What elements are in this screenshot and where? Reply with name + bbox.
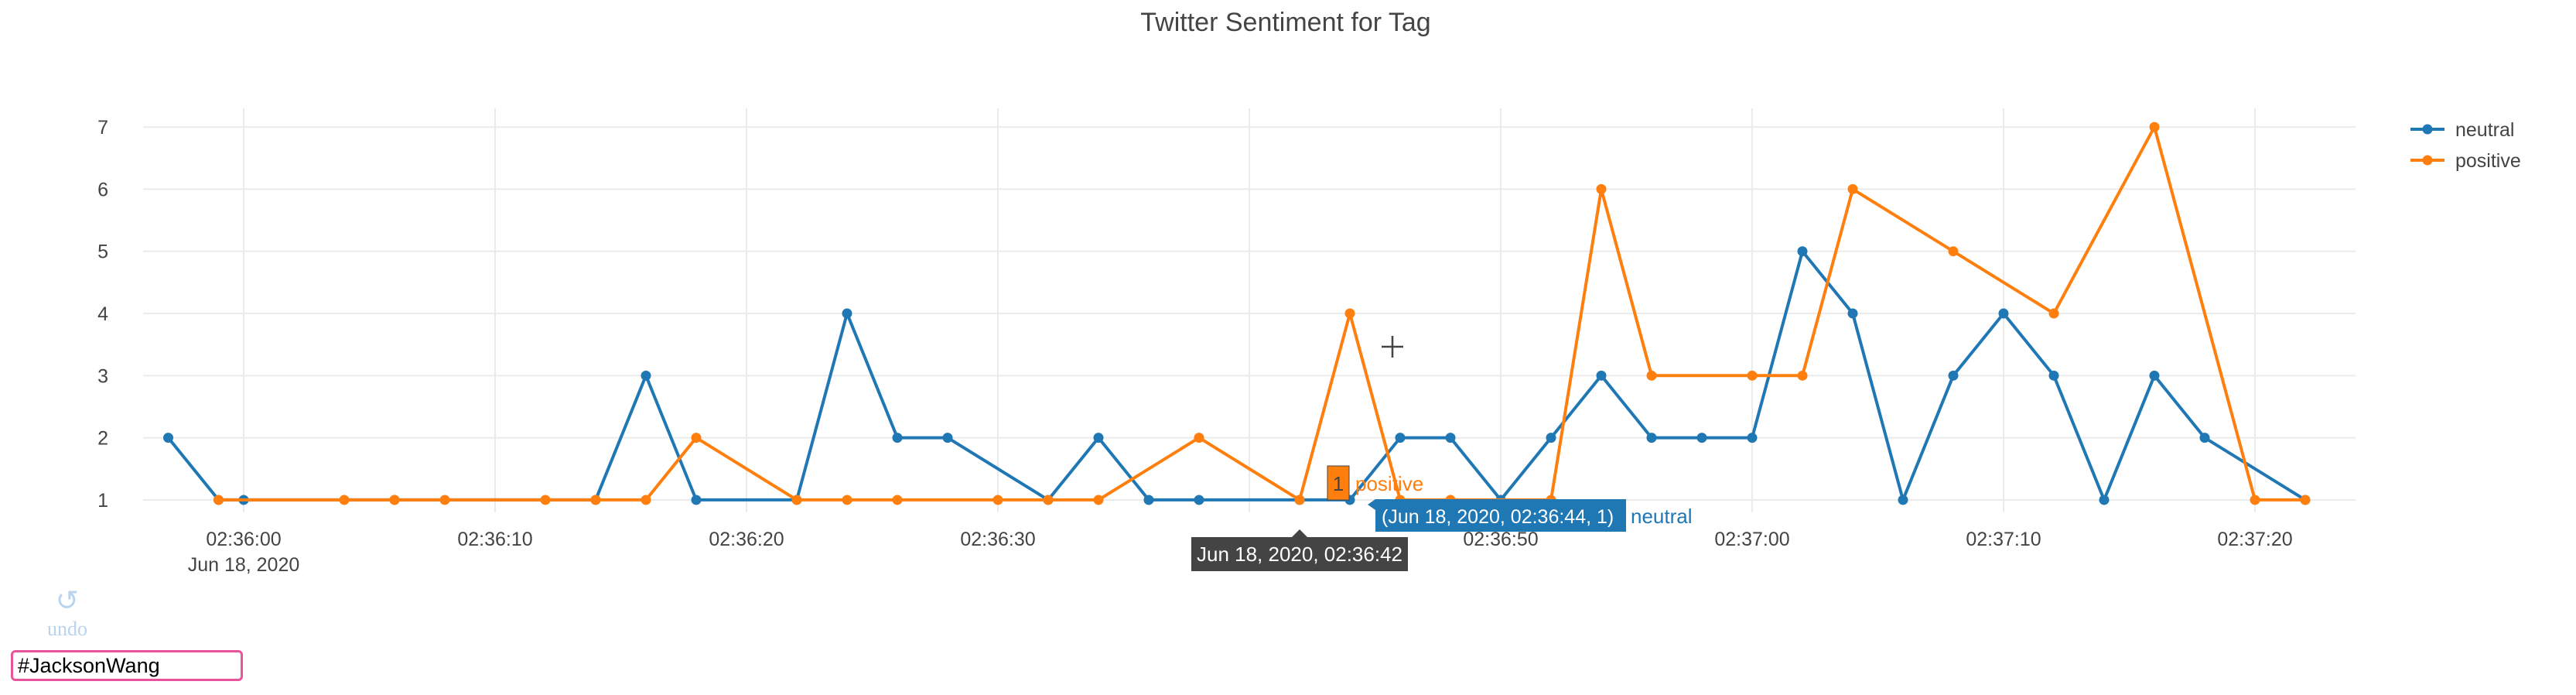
data-point-neutral[interactable] — [1596, 370, 1607, 381]
data-point-positive[interactable] — [791, 495, 802, 505]
data-point-positive[interactable] — [1747, 370, 1758, 381]
data-point-neutral[interactable] — [2199, 433, 2210, 443]
data-point-neutral[interactable] — [1445, 433, 1456, 443]
data-point-positive[interactable] — [339, 495, 350, 505]
hover-value-neutral: (Jun 18, 2020, 02:36:44, 1) — [1382, 506, 1614, 528]
data-point-positive[interactable] — [1797, 370, 1808, 381]
data-point-neutral[interactable] — [1898, 495, 1908, 505]
x-tick-label: 02:36:00 — [206, 529, 281, 550]
tag-search-input[interactable] — [11, 650, 243, 681]
legend: neutral positive — [2410, 119, 2521, 172]
data-point-positive[interactable] — [892, 495, 903, 505]
y-tick-label: 5 — [97, 241, 108, 263]
data-point-positive[interactable] — [389, 495, 400, 505]
data-point-positive[interactable] — [540, 495, 551, 505]
undo-arrow-icon: ↺ — [55, 584, 80, 616]
data-point-neutral[interactable] — [1646, 433, 1657, 443]
series-line-positive[interactable] — [218, 125, 2306, 502]
x-tick-label: 02:37:00 — [1714, 529, 1789, 550]
data-point-neutral[interactable] — [1194, 495, 1204, 505]
chart-title: Twitter Sentiment for Tag — [1140, 8, 1430, 37]
data-point-positive[interactable] — [1847, 183, 1858, 194]
undo-button[interactable]: ↺ undo — [40, 585, 94, 644]
data-point-neutral[interactable] — [691, 495, 702, 505]
x-tick-label: 02:36:30 — [960, 529, 1035, 550]
data-point-neutral[interactable] — [1143, 495, 1154, 505]
hover-x-label-box — [1191, 537, 1408, 571]
y-tick-label: 6 — [97, 179, 108, 200]
data-point-neutral[interactable] — [1948, 370, 1959, 381]
y-tick-label: 1 — [97, 490, 108, 512]
legend-marker-positive — [2422, 155, 2433, 166]
y-tick-label: 7 — [97, 117, 108, 139]
data-point-positive[interactable] — [590, 495, 601, 505]
hover-value-positive: 1 — [1333, 472, 1344, 495]
data-point-positive[interactable] — [1948, 246, 1959, 257]
data-point-positive[interactable] — [992, 495, 1003, 505]
hover-box-positive — [1327, 465, 1350, 501]
x-tick-label: 02:36:50 — [1463, 529, 1538, 550]
x-tick-label: 02:36:20 — [709, 529, 784, 550]
legend-label-neutral[interactable]: neutral — [2455, 119, 2514, 141]
data-point-neutral[interactable] — [1395, 433, 1406, 443]
x-tick-label: 02:37:20 — [2217, 529, 2292, 550]
hover-tooltips: Jun 18, 2020, 02:36:42 1 positive (Jun 18, … — [1191, 465, 1693, 571]
data-point-positive[interactable] — [214, 495, 224, 505]
legend-label-positive[interactable]: positive — [2455, 150, 2521, 172]
data-point-positive[interactable] — [2048, 308, 2059, 319]
data-point-neutral[interactable] — [641, 370, 651, 381]
data-point-positive[interactable] — [1646, 370, 1657, 381]
data-point-positive[interactable] — [691, 433, 702, 443]
data-point-positive[interactable] — [1596, 183, 1607, 194]
data-point-neutral[interactable] — [2099, 495, 2110, 505]
undo-label: undo — [47, 618, 87, 640]
y-tick-label: 2 — [97, 428, 108, 450]
hover-x-label: Jun 18, 2020, 02:36:42 — [1197, 543, 1402, 566]
data-point-neutral[interactable] — [1093, 433, 1104, 443]
data-point-neutral[interactable] — [1696, 433, 1707, 443]
data-point-neutral[interactable] — [1546, 433, 1556, 443]
data-point-positive[interactable] — [842, 495, 852, 505]
data-point-neutral[interactable] — [942, 433, 953, 443]
data-point-neutral[interactable] — [1998, 308, 2009, 319]
y-tick-label: 3 — [97, 365, 108, 387]
x-axis: 02:36:00 Jun 18, 2020 02:36:10 02:36:20 02:3… — [188, 529, 2293, 576]
data-point-positive[interactable] — [1344, 308, 1355, 319]
data-point-positive[interactable] — [1043, 495, 1054, 505]
data-point-neutral[interactable] — [842, 308, 852, 319]
data-point-positive[interactable] — [439, 495, 450, 505]
y-axis: 1 2 3 4 5 6 7 — [97, 117, 108, 512]
data-point-positive[interactable] — [1294, 495, 1305, 505]
data-point-positive[interactable] — [1194, 433, 1204, 443]
hover-label-positive: positive — [1355, 472, 1423, 495]
data-point-neutral[interactable] — [1797, 246, 1808, 257]
x-tick-date-label: Jun 18, 2020 — [188, 554, 300, 576]
data-point-neutral[interactable] — [163, 433, 173, 443]
data-point-positive[interactable] — [1093, 495, 1104, 505]
data-point-positive[interactable] — [2250, 495, 2260, 505]
x-tick-label: 02:37:10 — [1966, 529, 2041, 550]
chart-grid — [143, 108, 2356, 512]
data-point-positive[interactable] — [2300, 495, 2311, 505]
plot-area[interactable] — [163, 122, 2311, 505]
hover-box-neutral-arrow — [1368, 499, 1375, 510]
hover-label-neutral: neutral — [1631, 505, 1693, 528]
hover-x-label-arrow — [1292, 529, 1307, 537]
data-point-neutral[interactable] — [1847, 308, 1858, 319]
crosshair-cursor-icon — [1382, 336, 1403, 358]
legend-marker-neutral — [2422, 124, 2433, 135]
x-tick-label: 02:36:10 — [457, 529, 532, 550]
hover-box-neutral — [1375, 499, 1626, 532]
data-point-positive[interactable] — [2149, 122, 2160, 132]
data-point-neutral[interactable] — [1747, 433, 1758, 443]
data-point-neutral[interactable] — [892, 433, 903, 443]
data-point-neutral[interactable] — [2149, 370, 2160, 381]
y-tick-label: 4 — [97, 303, 108, 325]
data-point-positive[interactable] — [641, 495, 651, 505]
data-point-neutral[interactable] — [2048, 370, 2059, 381]
